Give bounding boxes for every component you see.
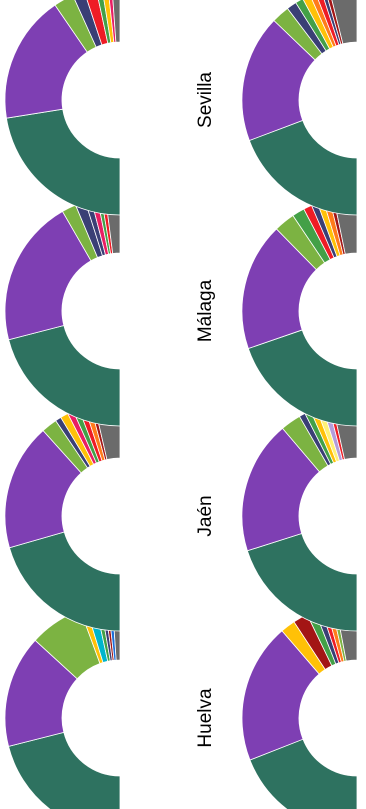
- label-jaen: Jaén: [195, 495, 216, 536]
- slice-huelva-left-0: [8, 731, 121, 809]
- donut-sevilla-left: [4, 0, 121, 216]
- label-huelva: Huelva: [195, 688, 216, 748]
- slice-malaga-right-0: [247, 329, 358, 427]
- donut-huelva-right: [241, 602, 358, 809]
- slice-sevilla-left-8: [112, 0, 121, 43]
- donut-malaga-right: [241, 195, 358, 427]
- slice-malaga-left-1: [4, 210, 92, 341]
- donut-malaga-left: [4, 195, 121, 427]
- slice-jaen-right-1: [241, 427, 321, 552]
- donut-jaen-right: [241, 400, 358, 632]
- label-malaga: Málaga: [195, 279, 216, 342]
- slice-malaga-left-0: [8, 325, 121, 427]
- donut-sevilla-right: [241, 0, 358, 216]
- donut-jaen-left: [4, 400, 121, 632]
- slice-sevilla-left-0: [5, 108, 121, 216]
- slice-jaen-left-0: [8, 531, 121, 632]
- donut-huelva-left: [4, 602, 121, 809]
- slice-jaen-right-0: [246, 533, 358, 632]
- label-sevilla: Sevilla: [195, 72, 216, 128]
- slice-huelva-right-0: [249, 738, 358, 809]
- slice-sevilla-right-10: [331, 0, 358, 45]
